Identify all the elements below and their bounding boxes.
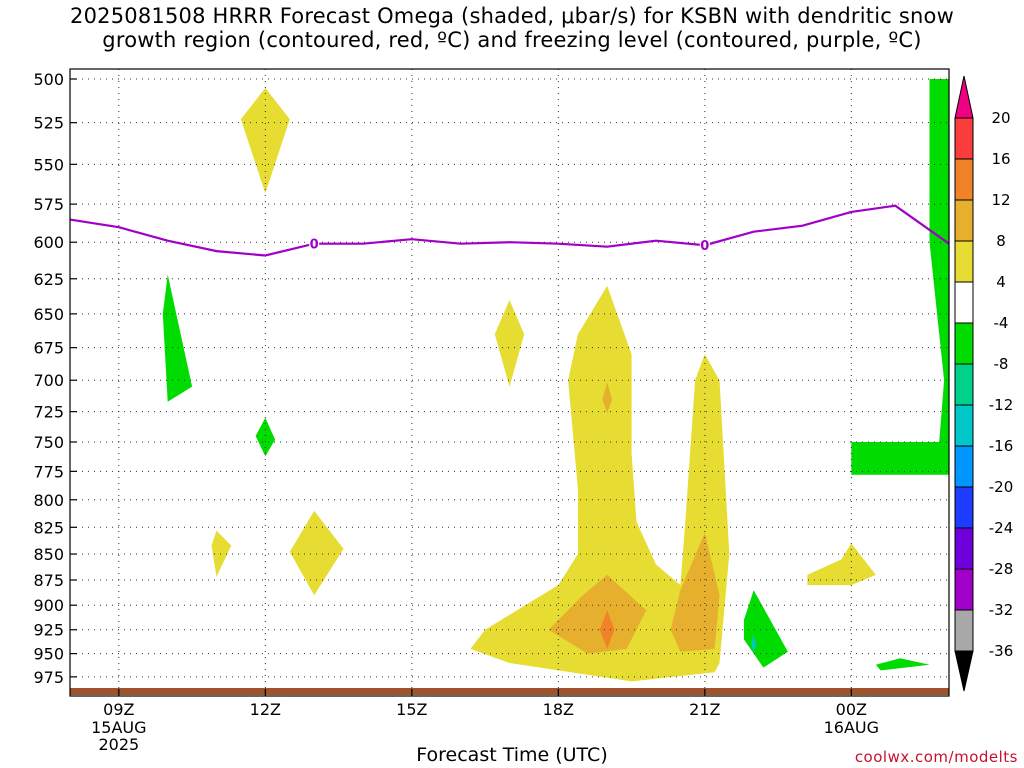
freezing-level-label: 0	[310, 238, 319, 253]
colorbar-label--16: -16	[989, 437, 1014, 455]
omega-region-12	[751, 634, 757, 652]
y-tick-label-775: 775	[33, 462, 64, 481]
y-tick-label-925: 925	[33, 621, 64, 640]
y-tick-label-500: 500	[33, 70, 64, 89]
omega-region-5	[602, 382, 613, 413]
colorbar-band--16	[954, 404, 974, 447]
x-tick-label-18Z: 18Z	[543, 700, 574, 719]
y-tick-label-725: 725	[33, 403, 64, 422]
colorbar-label--24: -24	[989, 519, 1014, 537]
y-tick-label-650: 650	[33, 305, 64, 324]
x-tick-sublabel-15AUG: 15AUG	[91, 718, 146, 737]
y-tick-label-825: 825	[33, 518, 64, 537]
omega-region-3	[494, 300, 525, 387]
x-tick-label-00Z: 00Z	[836, 700, 867, 719]
plot-frame	[69, 68, 950, 697]
x-tick-label-09Z: 09Z	[103, 700, 134, 719]
y-tick-label-875: 875	[33, 571, 64, 590]
colorbar-band--24	[954, 486, 974, 529]
colorbar-high-extension	[954, 75, 974, 119]
omega-region-4	[470, 285, 730, 682]
y-tick-label-750: 750	[33, 433, 64, 452]
omega-shading-layer	[162, 79, 949, 682]
ground-strip	[70, 688, 949, 695]
omega-region-6	[548, 574, 647, 654]
omega-region-2	[255, 417, 276, 457]
omega-region-0	[240, 87, 290, 194]
y-tick-label-525: 525	[33, 114, 64, 133]
freezing-level-label-bg	[309, 236, 320, 251]
omega-region-8	[670, 532, 720, 652]
axes-layer: 500 525 550 575 600 625 650 675 700 725 750 775 800 8…	[33, 68, 950, 754]
freezing-level-label-bg	[699, 238, 710, 253]
x-axis-label: Forecast Time (UTC)	[416, 744, 608, 766]
y-tick-label-700: 700	[33, 371, 64, 390]
x-tick-label-21Z: 21Z	[689, 700, 720, 719]
omega-region-14	[875, 658, 930, 671]
colorbar-label-16: 16	[991, 150, 1010, 168]
colorbar-label--28: -28	[989, 560, 1014, 578]
colorbar-label-4: 4	[996, 273, 1006, 291]
colorbar-label--8: -8	[994, 355, 1009, 373]
credit-text: coolwx.com/modelts	[854, 748, 1018, 766]
colorbar: -36 -32 -28 -24 -20 -16 -12 -8 -4 4 8 12 16 20	[954, 75, 1014, 692]
chart-title: 2025081508 HRRR Forecast Omega (shaded, …	[0, 4, 1024, 52]
colorbar-band--20	[954, 445, 974, 488]
y-tick-label-675: 675	[33, 339, 64, 358]
chart-title-line-1: 2025081508 HRRR Forecast Omega (shaded, …	[70, 4, 954, 28]
omega-region-15	[851, 79, 949, 475]
omega-region-9	[289, 510, 344, 596]
omega-region-11	[743, 590, 788, 668]
ground-layer	[70, 688, 949, 695]
colorbar-band--36	[954, 609, 974, 652]
colorbar-low-extension	[954, 650, 974, 692]
y-tick-label-950: 950	[33, 645, 64, 664]
omega-region-7	[599, 610, 615, 649]
colorbar-label-20: 20	[991, 109, 1010, 127]
x-tick-sublabel-2025: 2025	[98, 735, 139, 754]
y-tick-label-800: 800	[33, 491, 64, 510]
y-tick-label-600: 600	[33, 233, 64, 252]
colorbar-band--8	[954, 322, 974, 365]
colorbar-label--36: -36	[989, 642, 1014, 660]
colorbar-label--4: -4	[994, 314, 1009, 332]
colorbar-label-8: 8	[996, 232, 1006, 250]
y-tick-label-900: 900	[33, 596, 64, 615]
colorbar-band-12	[954, 158, 974, 201]
y-tick-label-550: 550	[33, 155, 64, 174]
colorbar-label--12: -12	[989, 396, 1014, 414]
y-tick-label-575: 575	[33, 195, 64, 214]
chart-title-line-2: growth region (contoured, red, ºC) and f…	[102, 28, 922, 52]
y-tick-label-850: 850	[33, 545, 64, 564]
y-tick-label-975: 975	[33, 668, 64, 687]
colorbar-band-8	[954, 199, 974, 242]
colorbar-label-12: 12	[991, 191, 1010, 209]
omega-region-10	[211, 530, 232, 577]
colorbar-band--32	[954, 568, 974, 611]
x-tick-label-15Z: 15Z	[396, 700, 427, 719]
colorbar-band--28	[954, 527, 974, 570]
x-tick-sublabel-16AUG: 16AUG	[824, 718, 879, 737]
y-tick-label-625: 625	[33, 270, 64, 289]
colorbar-label--32: -32	[989, 601, 1014, 619]
grid-layer	[70, 69, 949, 696]
omega-region-1	[162, 274, 193, 402]
x-tick-label-12Z: 12Z	[250, 700, 281, 719]
colorbar-band--4	[954, 281, 974, 324]
colorbar-band-16	[954, 117, 974, 160]
omega-region-13	[807, 543, 876, 586]
colorbar-band--12	[954, 363, 974, 406]
colorbar-band-4	[954, 240, 974, 283]
freezing-level-label: 0	[700, 239, 709, 254]
freezing-level-line	[69, 204, 950, 257]
colorbar-label--20: -20	[989, 478, 1014, 496]
